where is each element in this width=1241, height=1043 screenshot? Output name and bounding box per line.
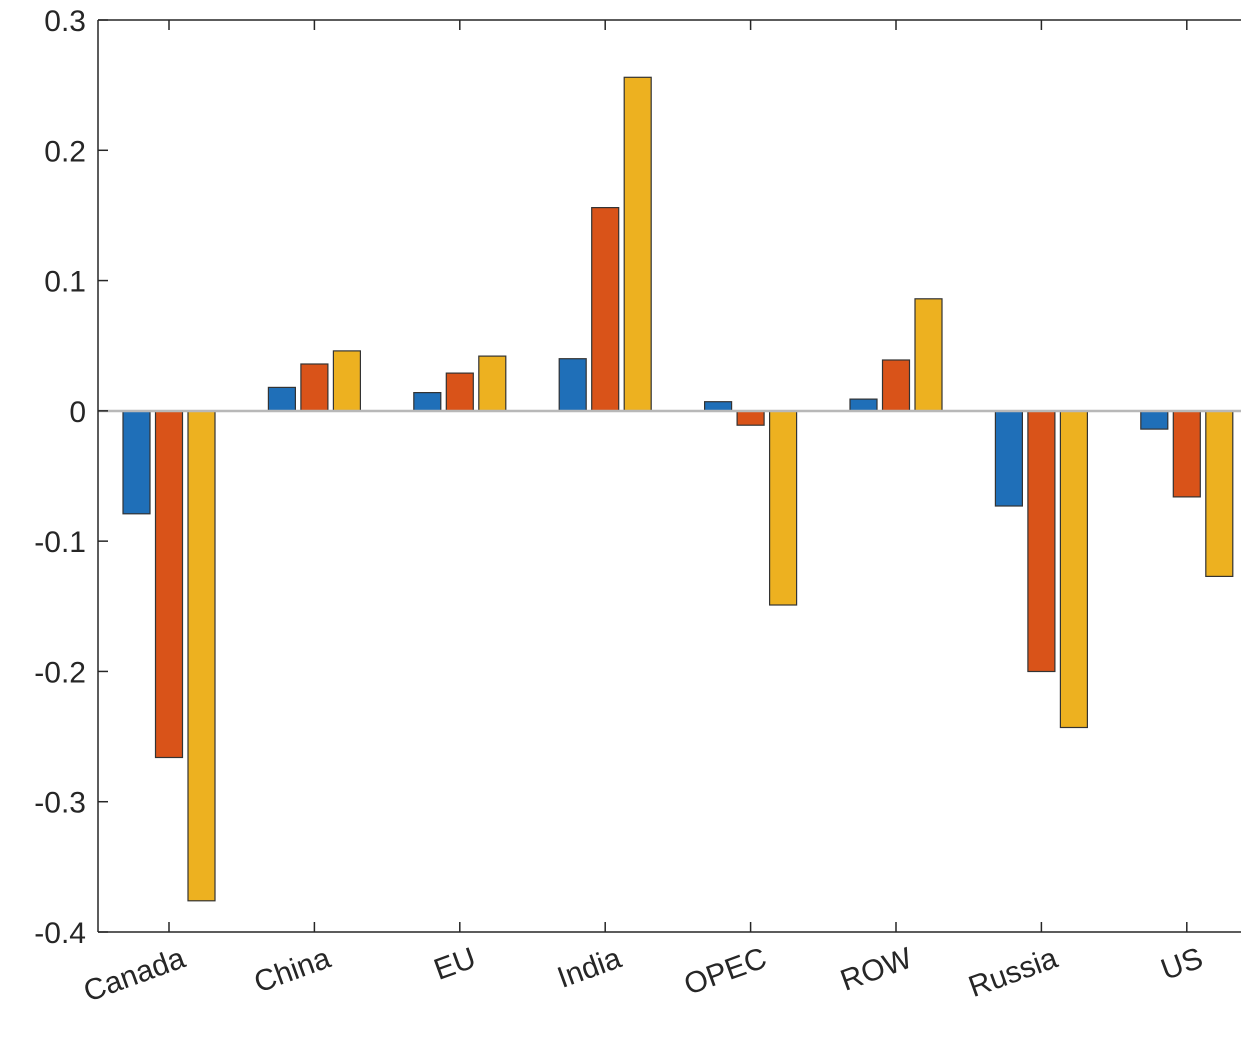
x-category-label: ROW — [836, 941, 917, 997]
bar-us-series-1 — [1140, 410, 1169, 430]
bar-us-series-2 — [1172, 410, 1201, 498]
y-tick-label: -0.2 — [34, 656, 86, 689]
bar-row-series-2 — [881, 359, 911, 412]
x-category-label: Russia — [964, 941, 1062, 1003]
y-tick-label: -0.3 — [34, 787, 86, 820]
x-category-label: Canada — [79, 941, 189, 1008]
bar-russia-series-1 — [994, 410, 1024, 507]
bar-canada-series-1 — [122, 410, 151, 515]
bar-opec-series-2 — [736, 410, 765, 426]
bar-china-series-1 — [267, 386, 296, 412]
bar-eu-series-2 — [445, 372, 474, 412]
bar-china-series-2 — [300, 363, 329, 412]
y-tick-label: -0.1 — [34, 526, 86, 559]
x-category-label: US — [1157, 942, 1207, 987]
y-tick-label: 0.2 — [44, 135, 86, 168]
y-tick-label: -0.4 — [34, 917, 86, 950]
bar-india-series-1 — [558, 358, 587, 412]
bar-opec-series-3 — [768, 410, 798, 606]
bar-us-series-3 — [1205, 410, 1234, 577]
bar-eu-series-1 — [413, 392, 442, 412]
x-category-label: OPEC — [680, 942, 771, 1002]
bar-india-series-3 — [623, 76, 652, 412]
y-tick-label: 0.3 — [44, 5, 86, 38]
bar-eu-series-3 — [478, 355, 507, 412]
bar-row-series-1 — [849, 398, 878, 412]
bar-opec-series-1 — [703, 401, 733, 412]
bar-russia-series-3 — [1059, 410, 1089, 729]
x-category-label: China — [250, 941, 335, 999]
bar-row-series-3 — [914, 298, 943, 412]
bar-canada-series-3 — [187, 410, 216, 902]
y-tick-label: 0.1 — [44, 266, 86, 299]
bar-canada-series-2 — [154, 410, 184, 759]
bars-group — [122, 76, 1234, 902]
bar-russia-series-2 — [1027, 410, 1056, 673]
y-ticks-group: 0.3 0.2 0.1 0 -0.1 -0.2 -0.3 -0.4 — [34, 5, 108, 950]
bar-china-series-3 — [332, 350, 361, 412]
x-category-label: EU — [430, 942, 480, 987]
x-category-label: India — [553, 941, 626, 994]
y-tick-label: 0 — [69, 396, 86, 429]
bar-india-series-2 — [591, 207, 620, 412]
